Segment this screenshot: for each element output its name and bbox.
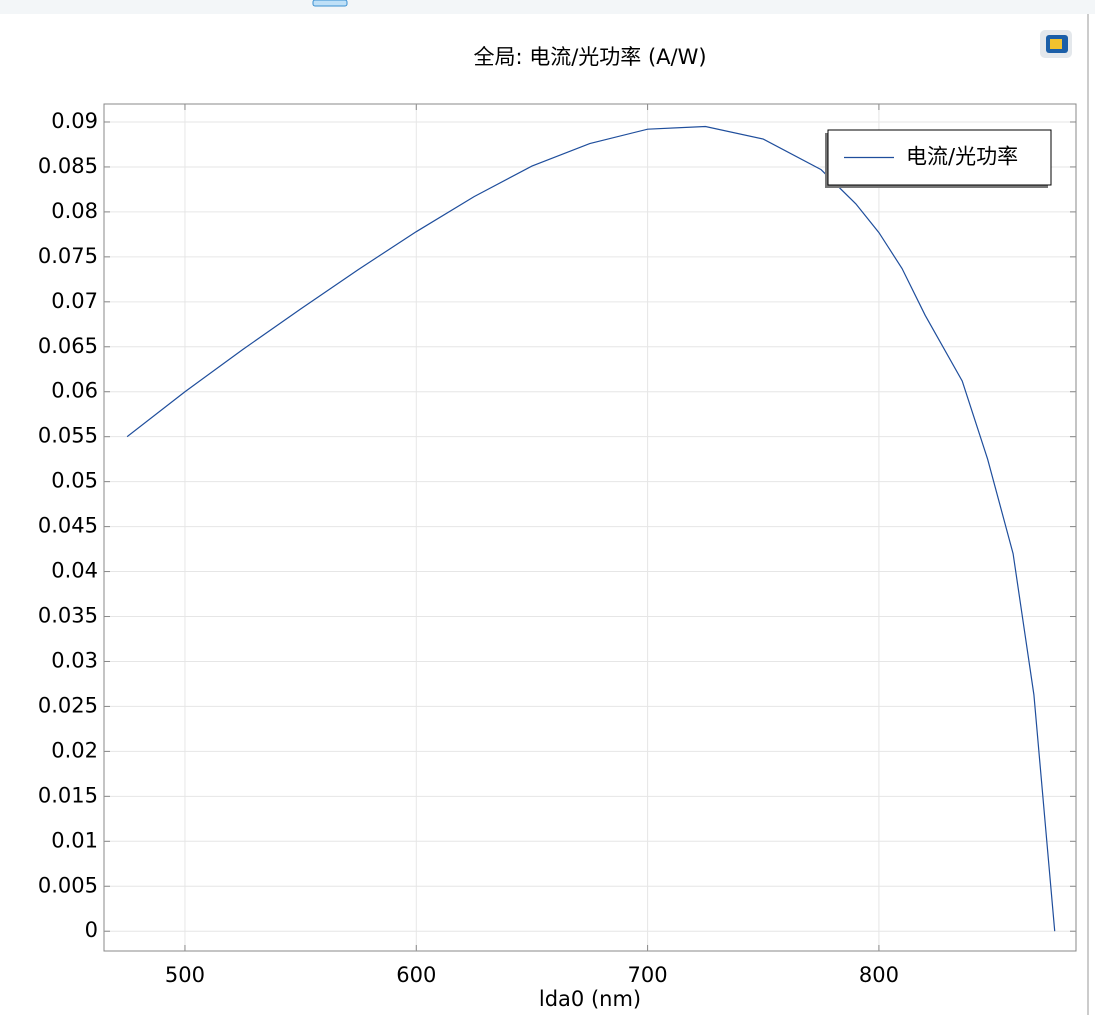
y-tick-label: 0.03	[51, 648, 98, 672]
y-tick-label: 0	[85, 918, 98, 942]
y-tick-label: 0.07	[51, 289, 98, 313]
y-tick-label: 0.08	[51, 199, 98, 223]
chart-title: 全局: 电流/光功率 (A/W)	[473, 45, 706, 69]
y-tick-label: 0.005	[38, 873, 98, 897]
export-icon[interactable]	[1040, 30, 1072, 58]
y-tick-label: 0.09	[51, 109, 98, 133]
legend-label: 电流/光功率	[906, 145, 1018, 169]
y-tick-label: 0.035	[38, 604, 98, 628]
toolbar-button[interactable]	[312, 0, 348, 7]
data-line	[126, 125, 1056, 932]
y-tick-label: 0.045	[38, 514, 98, 538]
y-tick-label: 0.085	[38, 154, 98, 178]
x-tick-label: 700	[628, 963, 668, 987]
plot-area	[103, 103, 1077, 952]
y-tick-label: 0.05	[51, 469, 98, 493]
y-tick-label: 0.06	[51, 379, 98, 403]
y-tick-label: 0.01	[51, 828, 98, 852]
x-tick-label: 500	[165, 963, 205, 987]
y-tick-label: 0.055	[38, 424, 98, 448]
y-tick-label: 0.015	[38, 783, 98, 807]
y-tick-label: 0.025	[38, 693, 98, 717]
x-tick-label: 600	[396, 963, 436, 987]
y-tick-label: 0.02	[51, 738, 98, 762]
y-tick-label: 0.075	[38, 244, 98, 268]
x-axis-label: lda0 (nm)	[539, 987, 641, 1011]
x-tick-label: 800	[859, 963, 899, 987]
toolbar	[0, 0, 1095, 14]
y-tick-label: 0.04	[51, 559, 98, 583]
y-tick-label: 0.065	[38, 334, 98, 358]
